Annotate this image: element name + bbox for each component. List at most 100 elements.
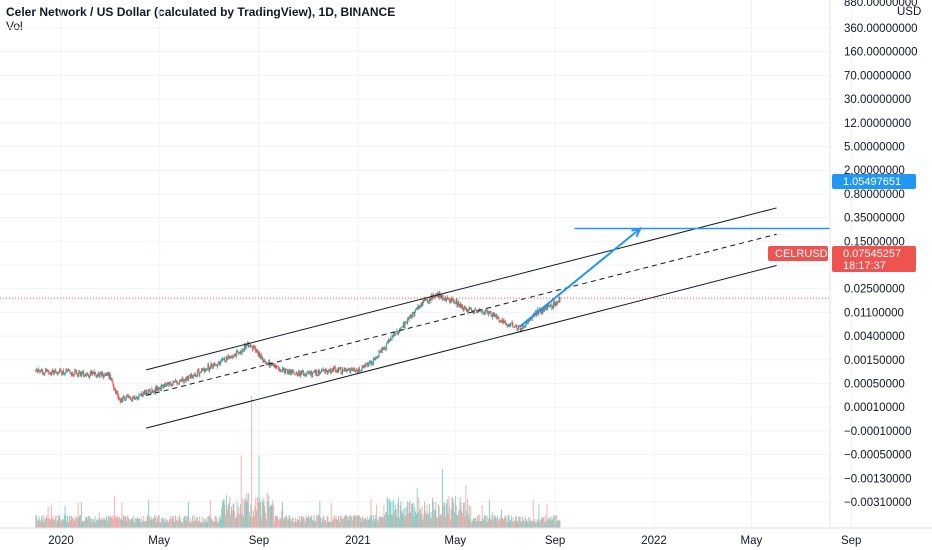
candle-body bbox=[120, 399, 122, 403]
candle-body bbox=[364, 364, 365, 367]
candle-body bbox=[235, 354, 236, 357]
volume-bar bbox=[442, 502, 444, 528]
volume-bar bbox=[482, 518, 484, 528]
candle-body bbox=[452, 299, 454, 302]
volume-bar bbox=[493, 515, 495, 528]
candle-body bbox=[180, 380, 182, 382]
candle-body bbox=[457, 302, 459, 306]
volume-bar bbox=[286, 519, 288, 528]
volume-bar bbox=[157, 517, 159, 528]
volume-bar bbox=[381, 516, 382, 528]
volume-bar bbox=[411, 503, 413, 528]
candle-body bbox=[396, 330, 398, 332]
volume-bar bbox=[427, 512, 429, 528]
volume-bar bbox=[119, 516, 120, 528]
candle-body bbox=[111, 378, 113, 382]
candle-body bbox=[429, 298, 431, 301]
volume-bar bbox=[498, 518, 500, 528]
volume-bar bbox=[523, 522, 525, 528]
candle-body bbox=[381, 350, 382, 353]
volume-bar bbox=[153, 518, 154, 528]
volume-bar bbox=[535, 522, 537, 528]
candle-body bbox=[235, 351, 237, 357]
candle-body bbox=[50, 372, 51, 374]
volume-bar bbox=[549, 520, 551, 528]
volume-bar bbox=[549, 517, 550, 528]
candle-body bbox=[240, 351, 242, 353]
candle-body bbox=[170, 384, 172, 386]
volume-bar bbox=[295, 517, 296, 528]
volume-bar bbox=[179, 515, 180, 528]
candle-body bbox=[399, 329, 401, 331]
volume-bar bbox=[538, 504, 540, 528]
candle-body bbox=[518, 326, 520, 328]
volume-bar bbox=[471, 520, 473, 528]
candle-body bbox=[363, 366, 365, 368]
candle-body bbox=[230, 356, 232, 359]
candle-body bbox=[191, 374, 193, 377]
channel-lower-line[interactable] bbox=[146, 265, 777, 429]
target-price-label: 1.05497651 bbox=[843, 176, 901, 188]
candle-body bbox=[118, 395, 120, 400]
candle-body bbox=[459, 303, 461, 307]
volume-bar bbox=[45, 515, 47, 528]
candle-body bbox=[136, 397, 138, 399]
candle-body bbox=[517, 329, 519, 331]
volume-bar bbox=[307, 517, 309, 528]
candle-body bbox=[58, 372, 60, 374]
volume-bar bbox=[396, 516, 398, 528]
candle-body bbox=[510, 323, 511, 326]
volume-bar bbox=[559, 520, 561, 528]
candle-body bbox=[366, 363, 368, 365]
candle-body bbox=[539, 308, 541, 310]
candle-body bbox=[329, 369, 331, 373]
volume-bar bbox=[342, 518, 344, 528]
volume-bar bbox=[466, 510, 468, 528]
candle-body bbox=[81, 372, 83, 375]
drawings[interactable] bbox=[0, 207, 830, 429]
volume-bar bbox=[110, 518, 112, 528]
candle-body bbox=[299, 372, 301, 376]
candle-body bbox=[500, 320, 502, 321]
candle-body bbox=[183, 380, 185, 382]
candle-body bbox=[475, 309, 477, 311]
candle-body bbox=[469, 308, 471, 309]
volume-bar bbox=[277, 515, 279, 528]
projection-arrow[interactable] bbox=[519, 227, 641, 328]
candle-body bbox=[338, 367, 340, 369]
volume-bar bbox=[110, 515, 111, 528]
candle-body bbox=[42, 372, 44, 374]
candle-body bbox=[84, 375, 86, 377]
candle-body bbox=[94, 373, 96, 375]
candle-body bbox=[365, 364, 367, 366]
volume-bar bbox=[75, 517, 77, 528]
volume-bar bbox=[49, 519, 51, 528]
channel-middle-line[interactable] bbox=[146, 233, 777, 396]
volume-bar bbox=[276, 516, 278, 528]
price-tick-label: 360.00000000 bbox=[844, 23, 918, 35]
channel-upper-line[interactable] bbox=[146, 207, 777, 371]
volume-bar bbox=[239, 514, 240, 528]
volume-bar bbox=[310, 516, 312, 528]
candle-body bbox=[167, 383, 169, 384]
candle-body bbox=[525, 323, 527, 327]
price-axis[interactable]: 880.00000000 USD 360.00000000 160.0000000… bbox=[844, 0, 921, 509]
volume-bar bbox=[217, 522, 219, 528]
candle-body bbox=[498, 318, 500, 322]
candle-body bbox=[274, 366, 276, 368]
time-axis[interactable]: 2020 May Sep 2021 May Sep 2022 May Sep bbox=[48, 535, 861, 547]
candle-body bbox=[344, 368, 346, 371]
volume-bar bbox=[544, 515, 546, 528]
volume-bar bbox=[474, 518, 476, 528]
volume-bar bbox=[347, 520, 349, 528]
candle-body bbox=[64, 372, 66, 374]
candle-body bbox=[402, 322, 404, 328]
candle-body bbox=[390, 338, 392, 340]
volume-bar bbox=[303, 518, 305, 528]
candle-body bbox=[417, 306, 419, 309]
candle-body bbox=[95, 373, 97, 377]
volume-bar bbox=[420, 509, 421, 528]
volume-bar bbox=[215, 515, 217, 528]
candle-body bbox=[224, 358, 226, 362]
